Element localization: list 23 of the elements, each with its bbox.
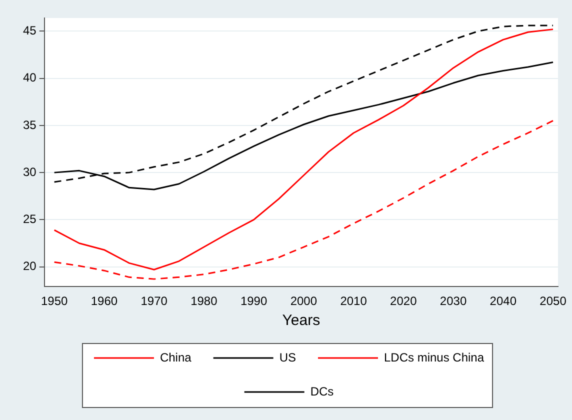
y-tick-label: 40 — [22, 70, 37, 85]
x-tick-label: 2020 — [390, 294, 418, 308]
x-tick-label: 1990 — [240, 294, 268, 308]
y-tick-label: 35 — [22, 118, 37, 132]
legend-label: US — [279, 350, 296, 364]
x-tick-label: 1980 — [190, 294, 218, 308]
legend-label: China — [160, 350, 192, 364]
y-tick-label: 20 — [22, 259, 37, 274]
line-series — [54, 120, 554, 280]
x-tick-label: 1950 — [40, 294, 68, 308]
y-tick-label: 45 — [22, 24, 37, 38]
legend-label: LDCs minus China — [384, 350, 484, 364]
x-tick-label: 1960 — [90, 294, 118, 308]
y-tick-label: 25 — [22, 212, 37, 226]
x-tick-label: 1970 — [140, 294, 168, 308]
legend-label: DCs — [310, 384, 334, 398]
y-tick-label: 30 — [22, 164, 37, 179]
x-tick-label: 2030 — [440, 294, 467, 308]
x-tick-label: 2040 — [490, 294, 517, 308]
x-tick-label: 2000 — [290, 294, 318, 308]
x-tick-label: 2010 — [340, 294, 368, 308]
x-axis-title: Years — [282, 312, 320, 330]
x-tick-label: 2050 — [540, 294, 567, 308]
